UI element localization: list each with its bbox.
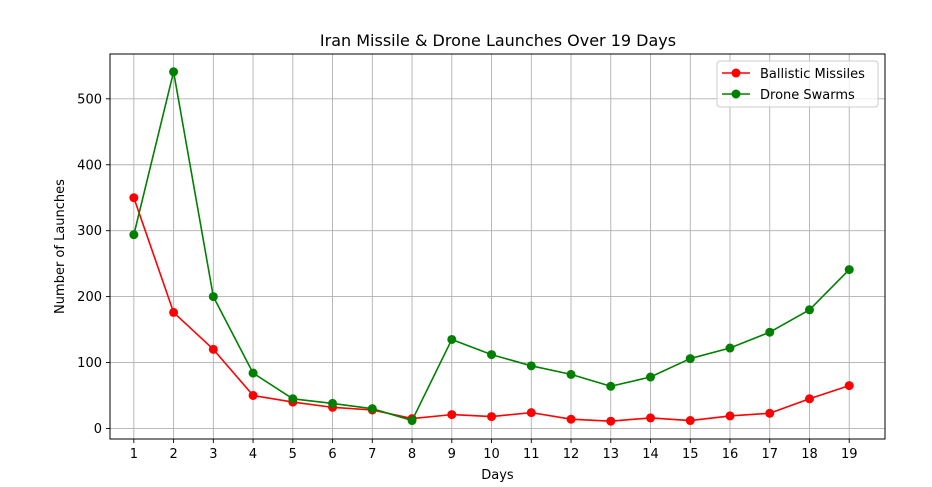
data-point-drone-swarms <box>208 292 218 302</box>
axes: 1 2 3 4 5 6 7 8 9 10 11 12 13 14 15 16 17 18 1901002003004… <box>77 92 857 462</box>
grid <box>110 54 885 439</box>
legend: Ballistic Missiles Drone Swarms <box>716 60 879 108</box>
legend-label-ballistic-missiles: Ballistic Missiles <box>760 67 865 82</box>
data-point-drone-swarms <box>844 265 854 275</box>
data-point-drone-swarms <box>765 327 775 337</box>
data-point-ballistic-missiles <box>804 394 814 404</box>
x-axis-label: Days <box>481 468 514 483</box>
data-point-ballistic-missiles <box>208 344 218 354</box>
x-tick-label: 4 <box>249 447 257 462</box>
data-point-drone-swarms <box>804 305 814 315</box>
y-tick-label: 0 <box>94 422 102 437</box>
data-point-ballistic-missiles <box>169 307 179 317</box>
data-point-drone-swarms <box>487 350 497 360</box>
x-tick-label: 6 <box>328 447 336 462</box>
data-point-drone-swarms <box>606 381 616 391</box>
x-tick-label: 14 <box>642 447 659 462</box>
data-point-drone-swarms <box>447 334 457 344</box>
data-point-drone-swarms <box>725 343 735 353</box>
data-point-ballistic-missiles <box>566 414 576 424</box>
legend-marker-ballistic-missiles <box>731 68 741 78</box>
y-axis-label: Number of Launches <box>53 179 68 314</box>
data-point-drone-swarms <box>685 354 695 364</box>
data-point-ballistic-missiles <box>129 193 139 203</box>
x-tick-label: 15 <box>682 447 699 462</box>
x-tick-label: 13 <box>602 447 619 462</box>
data-point-drone-swarms <box>566 369 576 379</box>
x-tick-label: 3 <box>209 447 217 462</box>
data-point-drone-swarms <box>646 372 656 382</box>
data-point-ballistic-missiles <box>606 416 616 426</box>
x-tick-label: 16 <box>722 447 739 462</box>
data-point-ballistic-missiles <box>685 416 695 426</box>
x-tick-label: 1 <box>130 447 138 462</box>
x-tick-label: 12 <box>563 447 580 462</box>
data-point-drone-swarms <box>526 361 536 371</box>
series-layer <box>129 67 854 426</box>
legend-box <box>716 60 879 108</box>
data-point-drone-swarms <box>288 394 298 404</box>
x-tick-label: 7 <box>368 447 376 462</box>
legend-label-drone-swarms: Drone Swarms <box>760 88 855 103</box>
x-tick-label: 5 <box>289 447 297 462</box>
data-point-ballistic-missiles <box>765 408 775 418</box>
legend-marker-drone-swarms <box>731 89 741 99</box>
data-point-ballistic-missiles <box>526 408 536 418</box>
x-tick-label: 18 <box>801 447 818 462</box>
data-point-drone-swarms <box>129 230 139 240</box>
data-point-drone-swarms <box>328 398 338 408</box>
data-point-ballistic-missiles <box>447 410 457 420</box>
x-tick-label: 17 <box>761 447 778 462</box>
x-tick-label: 11 <box>523 447 540 462</box>
data-point-drone-swarms <box>169 67 179 77</box>
data-point-ballistic-missiles <box>725 411 735 421</box>
data-point-drone-swarms <box>248 368 258 378</box>
x-tick-label: 9 <box>448 447 456 462</box>
data-point-ballistic-missiles <box>248 390 258 400</box>
data-point-ballistic-missiles <box>487 412 497 422</box>
y-tick-label: 100 <box>77 356 102 371</box>
x-tick-label: 2 <box>169 447 177 462</box>
y-tick-label: 200 <box>77 290 102 305</box>
y-tick-label: 500 <box>77 92 102 107</box>
plot-frame <box>109 53 886 440</box>
y-tick-label: 400 <box>77 158 102 173</box>
y-tick-label: 300 <box>77 224 102 239</box>
x-tick-label: 8 <box>408 447 416 462</box>
x-tick-label: 19 <box>841 447 858 462</box>
data-point-ballistic-missiles <box>844 381 854 391</box>
x-tick-label: 10 <box>483 447 500 462</box>
data-point-drone-swarms <box>367 404 377 414</box>
plot-area <box>110 54 885 439</box>
data-point-ballistic-missiles <box>646 413 656 423</box>
chart-title: Iran Missile & Drone Launches Over 19 Da… <box>320 31 676 50</box>
data-point-drone-swarms <box>407 416 417 426</box>
